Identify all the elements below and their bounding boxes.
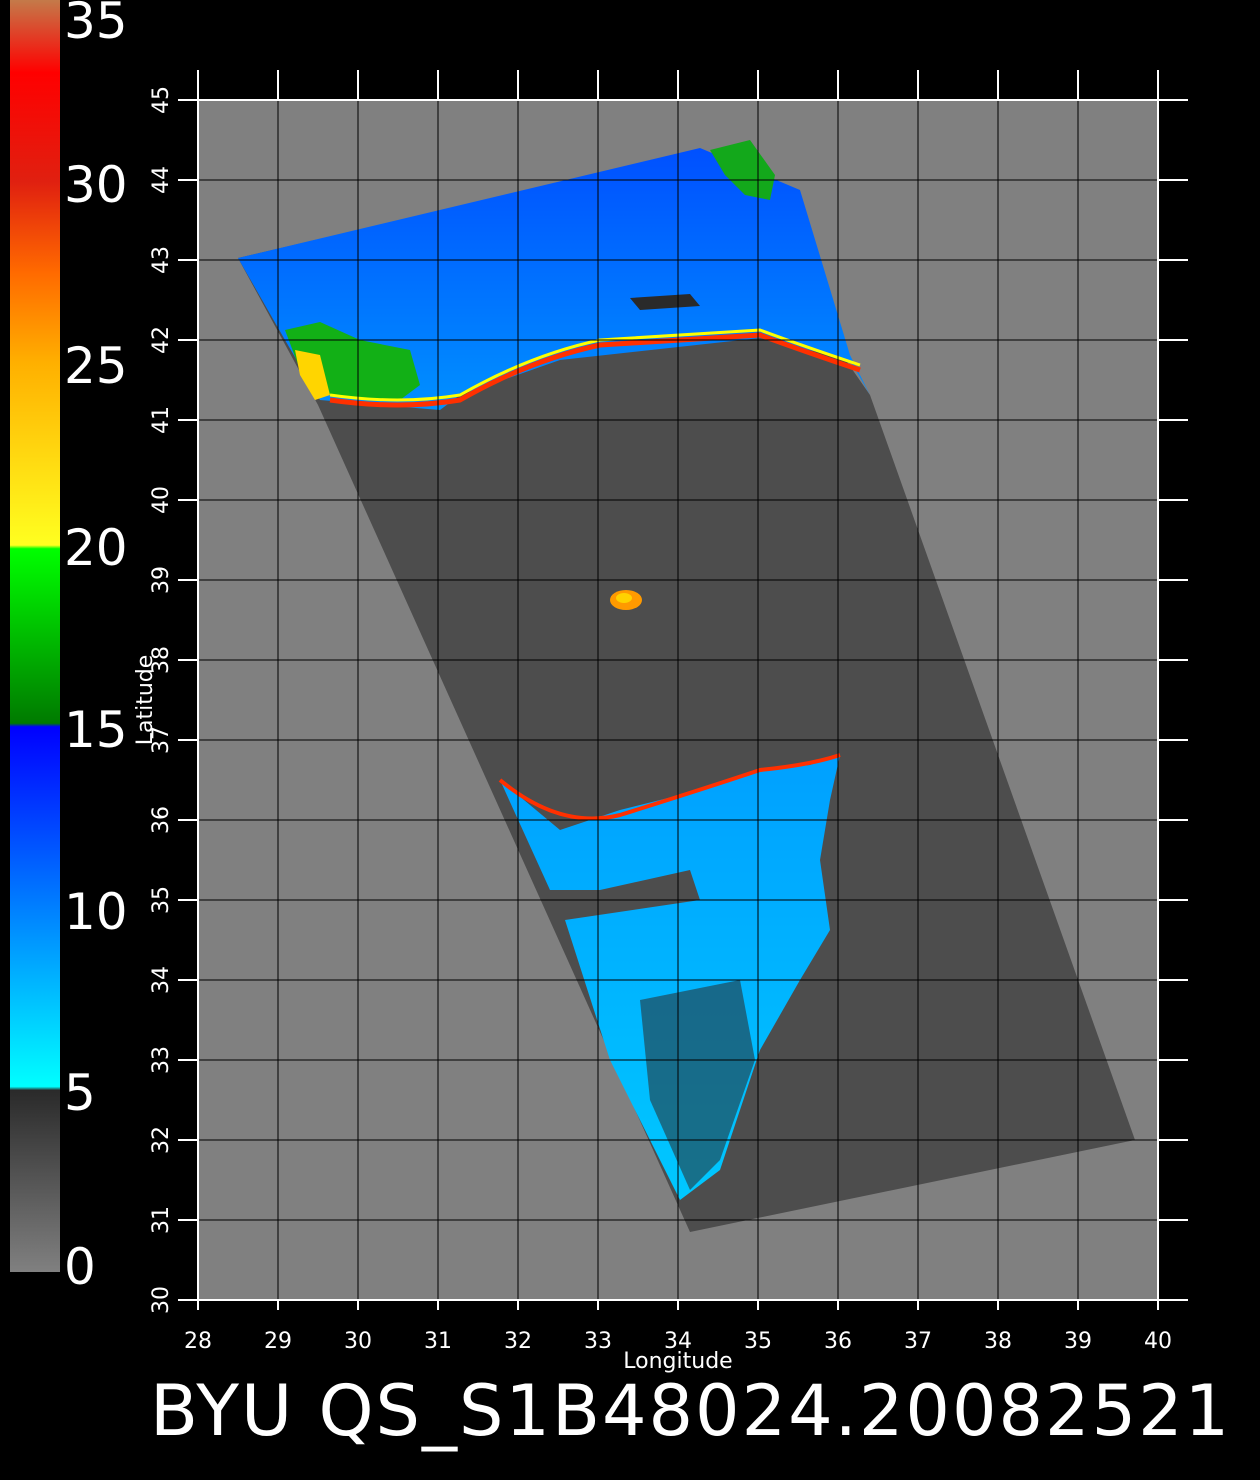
colorbar-tick-20: 20: [64, 519, 128, 578]
y-tick-label-35: 35: [149, 886, 174, 914]
x-tick-label-36: 36: [824, 1329, 852, 1354]
x-tick-label-39: 39: [1064, 1329, 1092, 1354]
y-tick-label-42: 42: [149, 326, 174, 354]
x-tick-label-40: 40: [1144, 1329, 1172, 1354]
black-sea-wind-field: [238, 148, 870, 410]
y-axis-ticks: 30 31 32 33 34 35 36 37 38 39 40 41 42 43 44 45: [149, 86, 1188, 1314]
coast-rim-med: [498, 753, 841, 821]
y-tick-label-39: 39: [149, 566, 174, 594]
colorbar-tick-25: 25: [64, 337, 128, 396]
y-tick-label-31: 31: [149, 1206, 174, 1234]
x-axis-label: Longitude: [623, 1349, 732, 1374]
x-tick-label-35: 35: [744, 1329, 772, 1354]
y-tick-label-41: 41: [149, 406, 174, 434]
colorbar-tick-10: 10: [64, 882, 128, 941]
y-tick-label-34: 34: [149, 966, 174, 994]
x-axis-ticks: 28 29 30 31 32 33 34 35 36 37 38 39 40: [184, 70, 1172, 1354]
orange-spot-core: [616, 593, 632, 603]
dark-patch-42n: [630, 294, 700, 310]
x-tick-label-31: 31: [424, 1329, 452, 1354]
x-tick-label-33: 33: [584, 1329, 612, 1354]
green-patch-north: [710, 140, 775, 200]
y-tick-label-38: 38: [149, 646, 174, 674]
y-tick-label-45: 45: [149, 86, 174, 114]
y-tick-label-44: 44: [149, 166, 174, 194]
colorbar-tick-30: 30: [64, 155, 128, 214]
gridlines: [197, 99, 1159, 1301]
colorbar-tick-0: 0: [64, 1238, 96, 1296]
x-tick-label-32: 32: [504, 1329, 532, 1354]
x-tick-label-37: 37: [904, 1329, 932, 1354]
y-tick-label-37: 37: [149, 726, 174, 754]
x-tick-label-29: 29: [264, 1329, 292, 1354]
y-tick-label-30: 30: [149, 1286, 174, 1314]
colorbar-tick-35: 35: [64, 0, 128, 50]
colorbar-tick-15: 15: [64, 700, 128, 759]
x-tick-label-28: 28: [184, 1329, 212, 1354]
x-tick-label-34: 34: [664, 1329, 692, 1354]
y-tick-label-43: 43: [149, 246, 174, 274]
coast-rim-north-inner: [329, 328, 861, 402]
y-axis-label: Latitude: [133, 655, 158, 746]
coast-rim-north: [329, 332, 861, 408]
x-tick-label-30: 30: [344, 1329, 372, 1354]
x-tick-label-38: 38: [984, 1329, 1012, 1354]
colorbar: [10, 0, 60, 1272]
mediterranean-wind-field: [500, 755, 840, 1200]
y-tick-label-36: 36: [149, 806, 174, 834]
y-tick-label-32: 32: [149, 1126, 174, 1154]
dark-area-levant: [640, 980, 755, 1190]
y-tick-label-40: 40: [149, 486, 174, 514]
map-title: BYU QS_S1B48024.20082521: [150, 1370, 1232, 1452]
yellow-patch: [295, 350, 330, 400]
y-tick-label-33: 33: [149, 1046, 174, 1074]
colorbar-tick-5: 5: [64, 1064, 96, 1123]
